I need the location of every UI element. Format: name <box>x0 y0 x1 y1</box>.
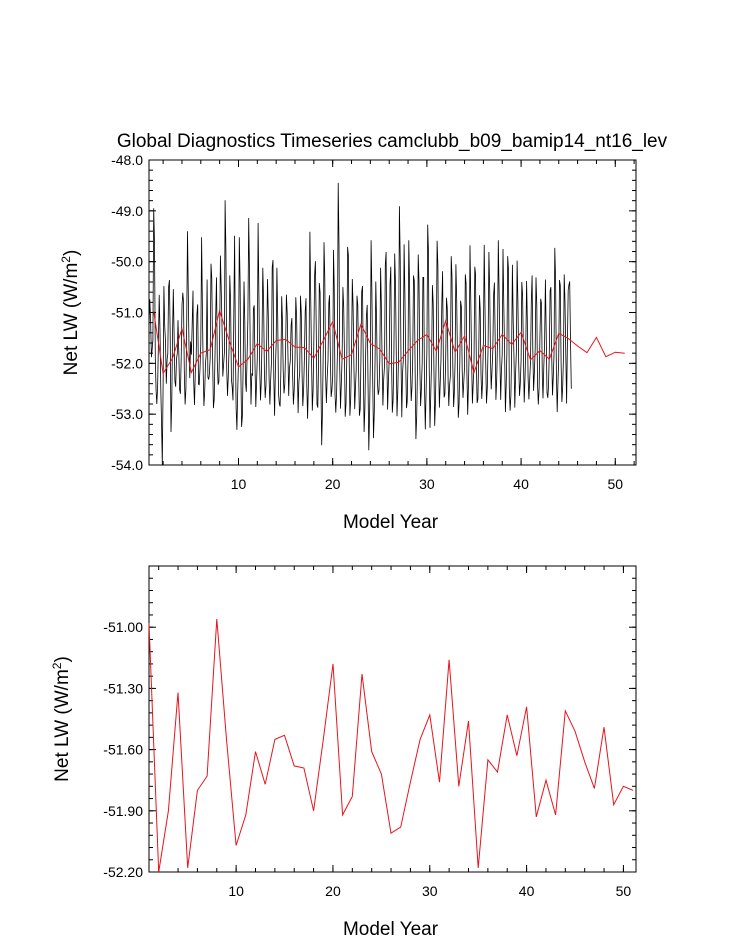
bottom-y-axis-label: Net LW (W/m2) <box>50 656 73 782</box>
bottom-plot-frame <box>148 565 637 873</box>
bottom-x-tick-label: 10 <box>228 883 244 899</box>
bottom-y-tick-label: -51.60 <box>103 742 143 758</box>
top-y-axis-label: Net LW (W/m2) <box>59 250 82 376</box>
bottom-y-tick-label: -51.90 <box>103 803 143 819</box>
bottom-y-tick-label: -51.00 <box>103 619 143 635</box>
top-x-tick-label: 40 <box>513 476 529 492</box>
bottom-x-axis-label: Model Year <box>343 919 439 940</box>
bottom-x-tick-label: 50 <box>616 883 632 899</box>
top-y-tick-label: -48.0 <box>111 152 143 168</box>
top-timeseries-chart: -54.0 -53.0 -52.0 -51.0 -50.0 -49.0 -48.0 10 20 3… <box>59 152 637 533</box>
top-x-axis-label: Model Year <box>343 512 439 533</box>
top-series-annual-mean-line <box>153 308 625 375</box>
top-x-tick-label: 20 <box>325 476 341 492</box>
bottom-y-tick-label: -52.20 <box>103 864 143 880</box>
bottom-y-tick-label: -51.30 <box>103 680 143 696</box>
top-x-tick-label: 30 <box>419 476 435 492</box>
bottom-x-tick-label: 40 <box>519 883 535 899</box>
bottom-series-annual-mean-line <box>148 618 634 873</box>
top-y-tick-label: -54.0 <box>111 457 143 473</box>
top-y-tick-label: -49.0 <box>111 203 143 219</box>
top-y-tick-label: -53.0 <box>111 406 143 422</box>
bottom-annual-chart: -52.20 -51.90 -51.60 -51.30 -51.00 10 20 30 40 50… <box>50 565 637 940</box>
chart-title: Global Diagnostics Timeseries camclubb_b… <box>117 131 668 152</box>
top-x-tick-label: 50 <box>607 476 623 492</box>
top-y-tick-label: -51.0 <box>111 305 143 321</box>
bottom-x-tick-label: 20 <box>325 883 341 899</box>
top-series-monthly-line <box>148 182 572 466</box>
bottom-x-tick-label: 30 <box>422 883 438 899</box>
top-x-tick-label: 10 <box>231 476 247 492</box>
top-y-tick-label: -50.0 <box>111 254 143 270</box>
top-y-tick-label: -52.0 <box>111 355 143 371</box>
